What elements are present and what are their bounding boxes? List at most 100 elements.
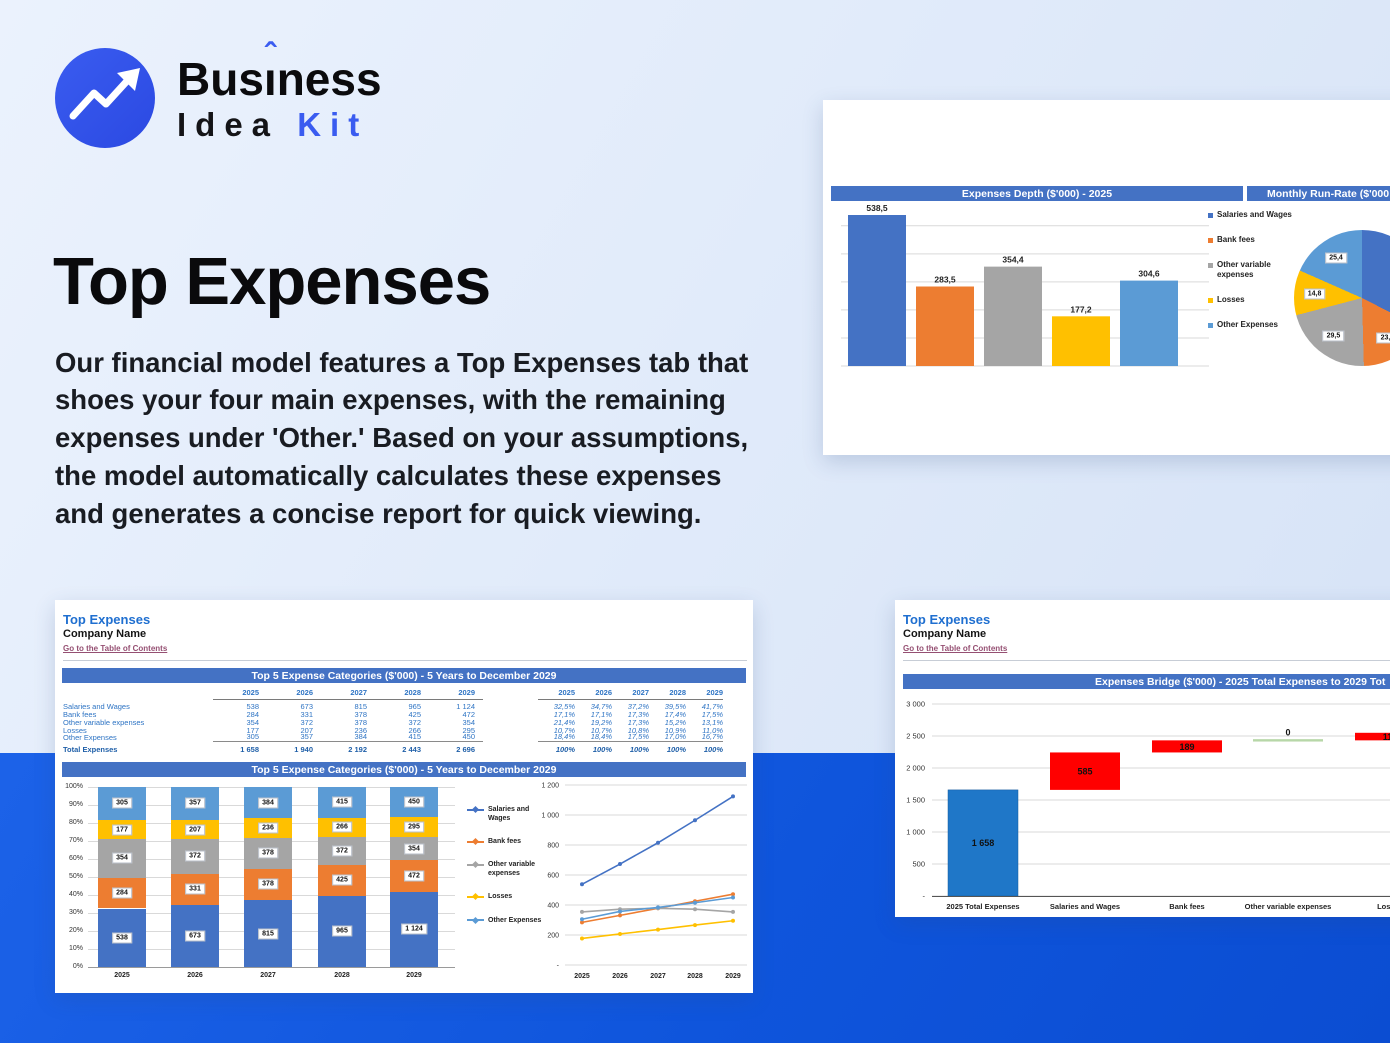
svg-text:600: 600	[547, 873, 559, 880]
cell-percent: 11,0%	[702, 725, 723, 735]
legend-item: Other variable expenses	[467, 860, 545, 878]
segment-value-label: 538	[112, 932, 132, 944]
segment-value-label: 354	[404, 843, 424, 855]
bar-value-label: 283,5	[934, 275, 956, 285]
y-axis-tick: 60%	[68, 855, 83, 862]
cell-value: 266	[408, 725, 421, 735]
cell-percent: 17,5%	[701, 709, 723, 719]
svg-text:2 000: 2 000	[906, 764, 925, 773]
cell-value: 236	[354, 725, 367, 735]
cell-percent: 100%	[592, 745, 612, 755]
trend-line-chart: 1 200 1 000 800 600 400 200 - 2025 2026 2027 2028 2…	[541, 783, 747, 980]
cell-value: 425	[408, 709, 421, 719]
cell-percent: 2029	[686, 688, 723, 700]
expense-table: 2025 2026 2027 2028 2029 2025 2026 2027 2028 2029…	[63, 687, 747, 754]
segment-value-label: 965	[332, 925, 352, 937]
cell-value: 331	[300, 709, 313, 719]
svg-text:-: -	[557, 963, 560, 970]
expenses-depth-card: Expenses Depth ($'000) - 2025 Monthly Ru…	[823, 100, 1390, 455]
table-row: Other Expenses 305 357 384 415 450 18,4% 18,4% 1…	[63, 732, 747, 743]
segment-value-label: 1 124	[401, 923, 427, 935]
y-axis-tick: 30%	[68, 909, 83, 916]
cell-percent: 10,7%	[553, 725, 575, 735]
legend-label: Other Expenses	[1217, 320, 1278, 329]
x-axis-label: 2025	[114, 972, 130, 979]
cell-percent: 17,4%	[664, 709, 686, 719]
cell-percent: 2028	[649, 688, 686, 700]
legend-item: Salaries and Wages	[467, 805, 545, 823]
svg-text:1 000: 1 000	[906, 828, 925, 837]
svg-text:585: 585	[1077, 767, 1092, 777]
cell-value: 815	[354, 701, 367, 711]
waterfall-category-label: 2025 Total Expenses	[946, 902, 1019, 911]
cell-value: 354	[462, 717, 475, 727]
cell-value: 177	[246, 725, 259, 735]
y-axis-tick: 100%	[65, 783, 83, 790]
segment-value-label: 384	[258, 797, 278, 809]
table-of-contents-link[interactable]: Go to the Table of Contents	[63, 644, 168, 653]
y-axis-tick: 20%	[68, 927, 83, 934]
segment-value-label: 378	[258, 847, 278, 859]
legend-label: Bank fees	[488, 838, 522, 846]
cell-percent: 10,9%	[664, 725, 686, 735]
legend-label: Losses	[1217, 295, 1245, 304]
svg-text:500: 500	[912, 860, 925, 869]
legend-item: Salaries and Wages	[1208, 210, 1300, 220]
page-description: Our financial model features a Top Expen…	[55, 346, 749, 530]
waterfall-category-label: Losses	[1377, 902, 1390, 911]
legend-label: Bank fees	[1217, 235, 1255, 244]
segment-value-label: 673	[185, 930, 205, 942]
svg-text:2027: 2027	[650, 973, 666, 980]
sheet-company-name: Company Name	[903, 628, 987, 640]
top5-expense-categories-card: Top Expenses Company Name Go to the Tabl…	[55, 600, 753, 993]
segment-value-label: 354	[112, 852, 132, 864]
row-label: Other variable expenses	[63, 717, 145, 727]
cell-percent: 19,2%	[590, 717, 612, 727]
svg-text:1 658: 1 658	[972, 838, 995, 848]
legend-item: Losses	[1208, 295, 1300, 305]
x-axis-label: 2026	[187, 972, 203, 979]
y-axis-tick: 0%	[72, 963, 83, 970]
segment-value-label: 266	[332, 821, 352, 833]
legend-marker-icon	[1208, 238, 1213, 243]
segment-value-label: 236	[258, 822, 278, 834]
y-axis-tick: 10%	[68, 945, 83, 952]
cell-value: 2027	[321, 688, 375, 700]
svg-text:200: 200	[547, 933, 559, 940]
row-label: Losses	[63, 725, 87, 735]
svg-text:1 200: 1 200	[541, 783, 559, 790]
pie-slice-label: 25,4	[1325, 252, 1347, 264]
segment-value-label: 331	[185, 883, 205, 895]
svg-text:400: 400	[547, 903, 559, 910]
cell-percent: 21,4%	[553, 717, 575, 727]
bar-chart-legend: Salaries and Wages Bank fees Other variabl…	[1208, 210, 1300, 345]
cell-percent: 15,2%	[664, 717, 686, 727]
x-axis-label: 2028	[334, 972, 350, 979]
segment-value-label: 415	[332, 796, 352, 808]
table-row: Total Expenses 1 658 1 940 2 192 2 443 2 696 1…	[63, 742, 747, 754]
legend-line-marker-icon	[467, 838, 484, 846]
line-Salaries and Wages	[581, 795, 734, 886]
legend-label: Other variable expenses	[488, 861, 536, 878]
svg-text:0: 0	[1285, 727, 1290, 737]
cell-value: 965	[408, 701, 421, 711]
row-label: Other Expenses	[63, 733, 117, 743]
series-legend: Salaries and Wages Bank fees Other variabl…	[467, 805, 545, 939]
legend-item: Losses	[467, 892, 545, 901]
segment-value-label: 305	[112, 797, 132, 809]
cell-value: 2028	[375, 688, 429, 700]
cell-value: 372	[300, 717, 313, 727]
svg-text:2025: 2025	[574, 973, 590, 980]
cell-value: 2026	[267, 688, 321, 700]
cell-value: 450	[429, 732, 483, 743]
segment-value-label: 372	[332, 845, 352, 857]
cell-percent: 2027	[612, 688, 649, 700]
table-of-contents-link[interactable]: Go to the Table of Contents	[903, 644, 1008, 653]
segment-value-label: 284	[112, 887, 132, 899]
segment-value-label: 295	[404, 821, 424, 833]
legend-item: Other variable expenses	[1208, 260, 1300, 280]
stacked-bar: 538 284 354 177 305	[98, 780, 146, 980]
y-axis-tick: 40%	[68, 891, 83, 898]
page-title: Top Expenses	[53, 243, 491, 319]
